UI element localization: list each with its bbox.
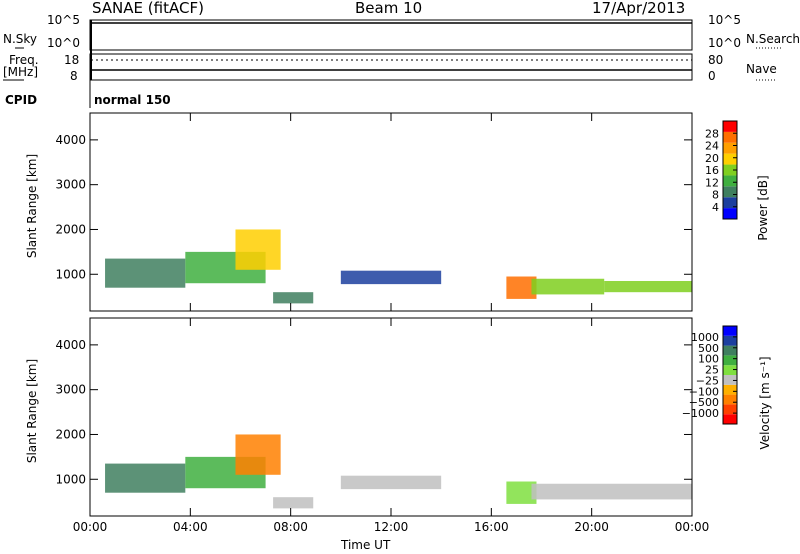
nsearch-tick-top: 10^5 <box>708 13 741 27</box>
velocity-region-4 <box>340 475 442 490</box>
power-colorbar-seg-2 <box>723 186 737 198</box>
velocity-region-5 <box>506 481 537 504</box>
power-colorbar-seg-0 <box>723 208 737 219</box>
velocity-ytick-label-4000: 4000 <box>55 338 86 352</box>
freq-tick-bottom: 8 <box>70 69 78 83</box>
nave-label: Nave <box>746 62 777 76</box>
velocity-colorbar-label-6: −500 <box>689 396 719 409</box>
nsky-tick-bottom: 10^0 <box>47 36 80 50</box>
velocity-ytick-label-3000: 3000 <box>55 383 86 397</box>
power-ytick-label-4000: 4000 <box>55 133 86 147</box>
nave-tick-top: 80 <box>708 53 724 67</box>
velocity-colorbar-label-2: 100 <box>698 353 719 366</box>
velocity-colorbar-frame <box>722 325 738 425</box>
power-ytick-label-2000: 2000 <box>55 222 86 236</box>
velocity-region-6 <box>531 483 692 500</box>
power-ytick-label-3000: 3000 <box>55 178 86 192</box>
xtick-label-5: 20:00 <box>574 520 609 534</box>
date-title: 17/Apr/2013 <box>592 0 686 17</box>
velocity-colorbar-seg-3 <box>723 384 737 395</box>
velocity-colorbar-label-5: −100 <box>689 385 719 398</box>
power-colorbar-seg-7 <box>723 131 737 143</box>
nave-tick-bottom: 0 <box>708 69 716 83</box>
velocity-colorbar-label-0: 1000 <box>691 331 719 344</box>
xtick-label-4: 16:00 <box>474 520 509 534</box>
power-region-0 <box>105 258 186 288</box>
velocity-ytick-label-1000: 1000 <box>55 472 86 486</box>
power-colorbar-seg-3 <box>723 175 737 187</box>
nsearch-tick-bottom: 10^0 <box>708 36 741 50</box>
power-colorbar-seg-5 <box>723 153 737 165</box>
cpid-label: CPID <box>5 93 38 107</box>
power-colorbar-label-6: 4 <box>712 201 719 214</box>
freq-tick-top: 18 <box>64 53 80 67</box>
nsky-label: N.Sky <box>3 32 38 46</box>
nsky-panel <box>89 19 693 51</box>
xtick-label-6: 00:00 <box>675 520 710 534</box>
power-colorbar-label-3: 16 <box>705 164 719 177</box>
nsearch-label: N.Search <box>746 32 800 46</box>
xtick-label-1: 04:00 <box>173 520 208 534</box>
power-colorbar-label-5: 8 <box>712 189 719 202</box>
velocity-colorbar-seg-0 <box>723 414 737 424</box>
power-colorbar-seg-1 <box>723 197 737 209</box>
velocity-colorbar-seg-6 <box>723 355 737 366</box>
cpid-value: normal 150 <box>94 93 171 107</box>
freq-panel <box>89 53 693 81</box>
velocity-colorbar-seg-7 <box>723 345 737 356</box>
power-region-4 <box>340 270 442 285</box>
station-title: SANAE (fitACF) <box>92 0 204 17</box>
power-region-3 <box>273 292 314 304</box>
velocity-region-2 <box>235 434 281 475</box>
xtick-label-0: 00:00 <box>73 520 108 534</box>
beam-title: Beam 10 <box>355 0 423 17</box>
velocity-colorbar-seg-4 <box>723 375 737 385</box>
velocity-ytick-label-2000: 2000 <box>55 427 86 441</box>
power-colorbar-label-2: 20 <box>705 152 719 165</box>
power-colorbar-seg-6 <box>723 142 737 154</box>
velocity-region-3 <box>273 497 314 509</box>
power-region-5 <box>506 276 537 299</box>
freq-label: Freq. <box>9 53 39 67</box>
power-colorbar-seg-4 <box>723 164 737 176</box>
power-region-6 <box>531 278 605 295</box>
velocity-data <box>105 434 692 509</box>
velocity-colorbar-seg-2 <box>723 394 737 405</box>
power-colorbar-label-0: 28 <box>705 127 719 140</box>
velocity-colorbar-seg-8 <box>723 335 737 346</box>
nsky-tick-top: 10^5 <box>47 13 80 27</box>
freq-unit: [MHz] <box>3 65 39 79</box>
velocity-colorbar-label-3: 25 <box>705 364 719 377</box>
velocity-colorbar-seg-9 <box>723 326 737 336</box>
xtick-label-3: 12:00 <box>374 520 409 534</box>
velocity-colorbar-seg-5 <box>723 365 737 375</box>
power-colorbar-label-4: 12 <box>705 176 719 189</box>
velocity-colorbar-label-7: −1000 <box>682 407 719 420</box>
power-colorbar-label-1: 24 <box>705 140 719 153</box>
power-ytick-label-1000: 1000 <box>55 267 86 281</box>
velocity-region-0 <box>105 463 186 493</box>
power-colorbar-seg-8 <box>723 121 737 132</box>
velocity-colorbar-seg-1 <box>723 404 737 415</box>
power-region-7 <box>604 280 692 293</box>
power-data <box>105 229 692 304</box>
x-axis-label: Time UT <box>341 538 391 552</box>
xtick-label-2: 08:00 <box>273 520 308 534</box>
velocity-colorbar-label-4: −25 <box>696 374 719 387</box>
velocity-colorbar-label-1: 500 <box>698 342 719 355</box>
power-region-2 <box>235 229 281 270</box>
